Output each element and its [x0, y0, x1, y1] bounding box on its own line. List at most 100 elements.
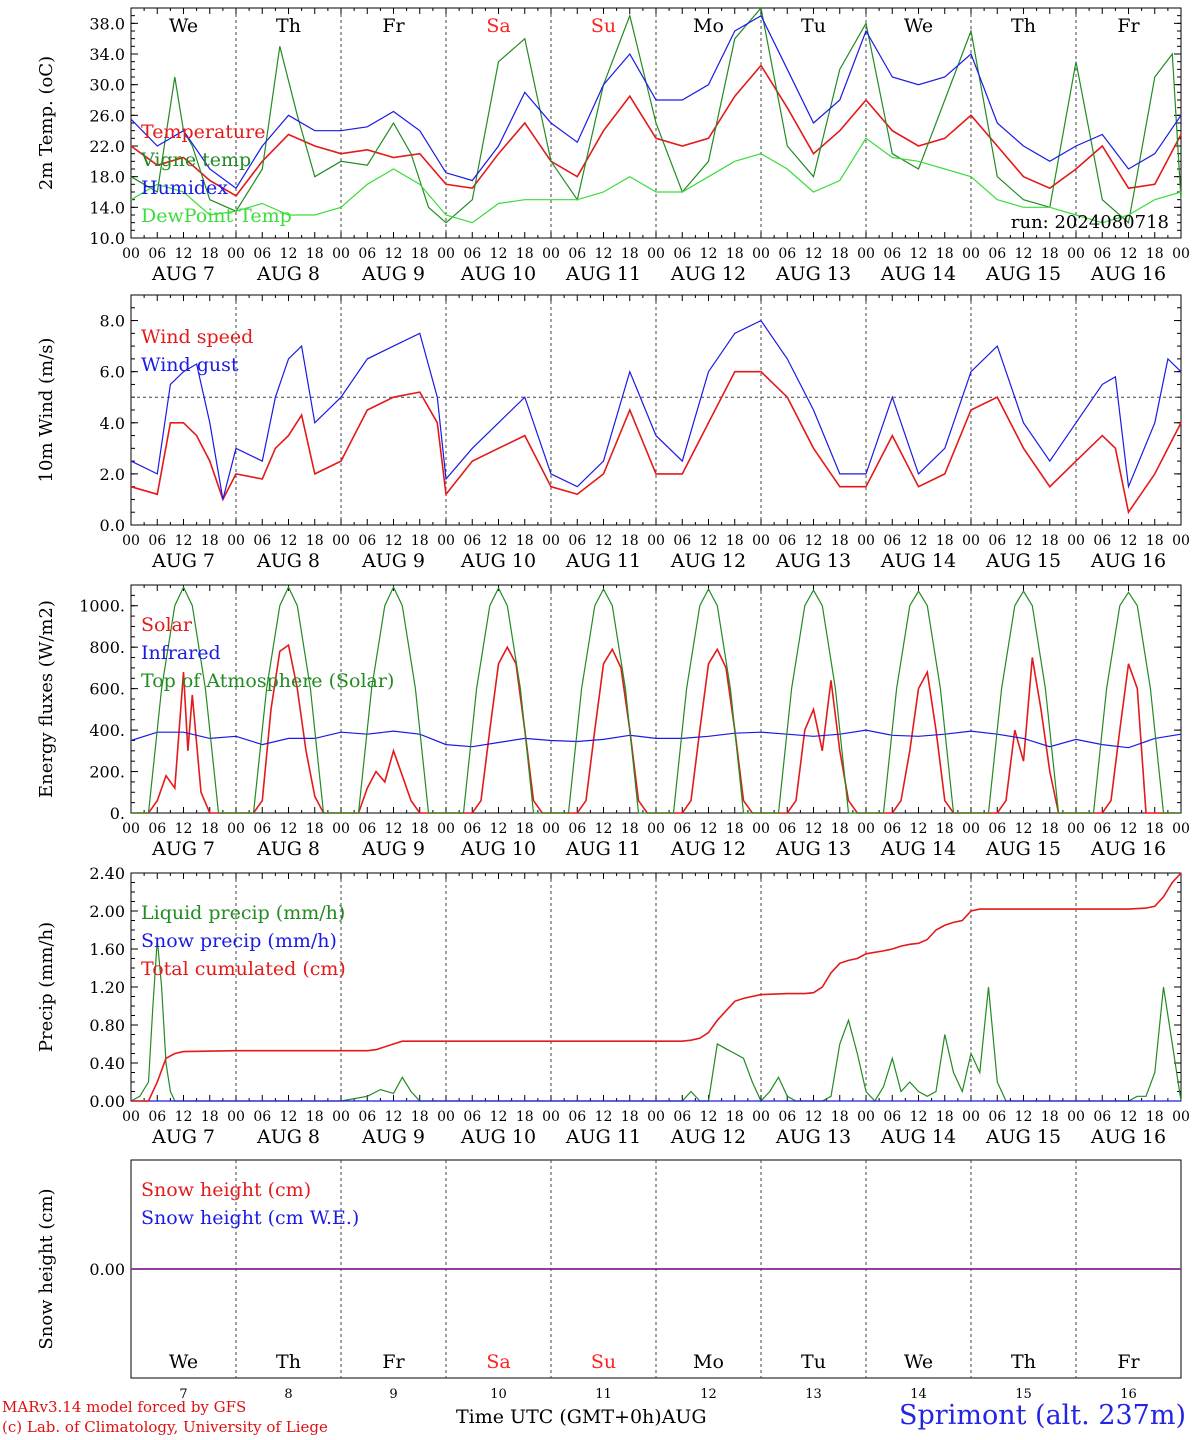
hour-tick-label: 12	[490, 533, 508, 549]
date-label: AUG 14	[880, 1126, 956, 1148]
hour-tick-label: 18	[306, 246, 324, 262]
date-label: AUG 15	[985, 550, 1061, 572]
hour-tick-label: 18	[1041, 533, 1059, 549]
y-tick-label: 1000.	[79, 597, 125, 616]
date-label: AUG 14	[880, 263, 956, 285]
series-line	[131, 872, 1182, 1102]
hour-tick-label: 12	[280, 533, 298, 549]
date-label: AUG 8	[256, 550, 320, 572]
hour-tick-label: 00	[227, 246, 245, 262]
hour-tick-label: 06	[358, 533, 376, 549]
hour-tick-label: 06	[463, 246, 481, 262]
x-axis-title: Time UTC (GMT+0h)AUG	[456, 1406, 707, 1428]
hour-tick-label: 00	[227, 821, 245, 837]
date-label: AUG 10	[460, 1126, 536, 1148]
legend-entry: Snow precip (mm/h)	[141, 930, 337, 952]
y-axis-title: Snow height (cm)	[36, 1188, 57, 1349]
date-label: AUG 10	[460, 263, 536, 285]
series-line	[130, 137, 1182, 224]
hour-tick-label: 12	[490, 1109, 508, 1125]
hour-tick-label: 06	[778, 821, 796, 837]
y-tick-label: 30.0	[89, 76, 125, 95]
date-label: AUG 9	[361, 263, 425, 285]
hour-tick-label: 00	[647, 246, 665, 262]
hour-tick-label: 00	[332, 821, 350, 837]
date-label: AUG 13	[775, 1126, 851, 1148]
hour-tick-label: 12	[700, 821, 718, 837]
date-label: AUG 16	[1090, 838, 1166, 860]
y-tick-label: 38.0	[89, 14, 125, 33]
hour-tick-label: 18	[201, 1109, 219, 1125]
hour-tick-label: 06	[568, 821, 586, 837]
date-label: AUG 11	[565, 838, 641, 860]
hour-tick-label: 18	[201, 533, 219, 549]
hour-tick-label: 06	[463, 533, 481, 549]
hour-tick-label: 12	[175, 1109, 193, 1125]
hour-tick-label: 00	[962, 821, 980, 837]
hour-tick-label: 06	[253, 533, 271, 549]
date-label: AUG 8	[256, 1126, 320, 1148]
credit-line-1: MARv3.14 model forced by GFS	[2, 1398, 247, 1416]
hour-tick-label: 18	[516, 246, 534, 262]
hour-tick-label: 12	[595, 1109, 613, 1125]
y-tick-label: 10.0	[89, 229, 125, 248]
legend-entry: DewPoint Temp	[141, 205, 292, 227]
date-label: AUG 10	[460, 838, 536, 860]
hour-tick-label: 18	[621, 246, 639, 262]
hour-tick-label: 06	[253, 246, 271, 262]
panel-4: 0.00 0.40 0.80 1.20 1.60 2.00 2.40 Precip (mm/h…	[36, 864, 1190, 1148]
hour-tick-label: 00	[857, 821, 875, 837]
series-line	[130, 64, 1182, 197]
hour-tick-label: 18	[621, 821, 639, 837]
day-name: Sa	[486, 1351, 510, 1373]
hour-tick-label: 00	[1067, 246, 1085, 262]
hour-tick-label: 12	[1120, 821, 1138, 837]
date-label: AUG 7	[151, 263, 215, 285]
hour-tick-label: 00	[1172, 246, 1190, 262]
hour-tick-label: 12	[1015, 1109, 1033, 1125]
y-tick-label: 200.	[89, 763, 125, 782]
date-label: AUG 12	[670, 263, 746, 285]
hour-tick-label: 12	[805, 1109, 823, 1125]
hour-tick-label: 06	[148, 821, 166, 837]
hour-tick-label: 06	[673, 821, 691, 837]
hour-tick-label: 00	[437, 1109, 455, 1125]
y-tick-label: 6.0	[100, 363, 125, 382]
date-label: AUG 11	[565, 550, 641, 572]
hour-tick-label: 06	[883, 1109, 901, 1125]
hour-tick-label: 00	[752, 821, 770, 837]
hour-tick-label: 18	[411, 246, 429, 262]
day-name: We	[169, 15, 198, 37]
hour-tick-label: 00	[752, 1109, 770, 1125]
date-label: AUG 13	[775, 550, 851, 572]
hour-tick-label: 00	[1172, 1109, 1190, 1125]
day-name: Th	[276, 15, 301, 37]
legend-entry: Snow height (cm)	[141, 1179, 311, 1201]
y-tick-label: 0.40	[89, 1054, 125, 1073]
series-line	[130, 729, 1182, 749]
date-label: AUG 7	[151, 838, 215, 860]
legend-entry: Infrared	[141, 642, 221, 664]
y-tick-label: 2.40	[89, 864, 125, 883]
hour-tick-label: 12	[385, 821, 403, 837]
hour-tick-label: 18	[1146, 821, 1164, 837]
hour-tick-label: 06	[883, 533, 901, 549]
day-number: 9	[389, 1387, 397, 1402]
legend-entry: Top of Atmosphere (Solar)	[141, 670, 394, 692]
hour-tick-label: 18	[831, 1109, 849, 1125]
hour-tick-label: 12	[805, 533, 823, 549]
hour-tick-label: 00	[227, 1109, 245, 1125]
y-tick-label: 22.0	[89, 137, 125, 156]
hour-tick-label: 06	[673, 1109, 691, 1125]
day-name: Th	[1011, 1351, 1036, 1373]
hour-tick-label: 12	[280, 1109, 298, 1125]
day-name: We	[169, 1351, 198, 1373]
hour-tick-label: 12	[700, 533, 718, 549]
day-name: Fr	[1117, 15, 1140, 37]
y-tick-label: 34.0	[89, 45, 125, 64]
hour-tick-label: 18	[831, 821, 849, 837]
hour-tick-label: 18	[1041, 1109, 1059, 1125]
hour-tick-label: 06	[778, 1109, 796, 1125]
series-line	[130, 319, 1182, 500]
hour-tick-label: 12	[385, 246, 403, 262]
